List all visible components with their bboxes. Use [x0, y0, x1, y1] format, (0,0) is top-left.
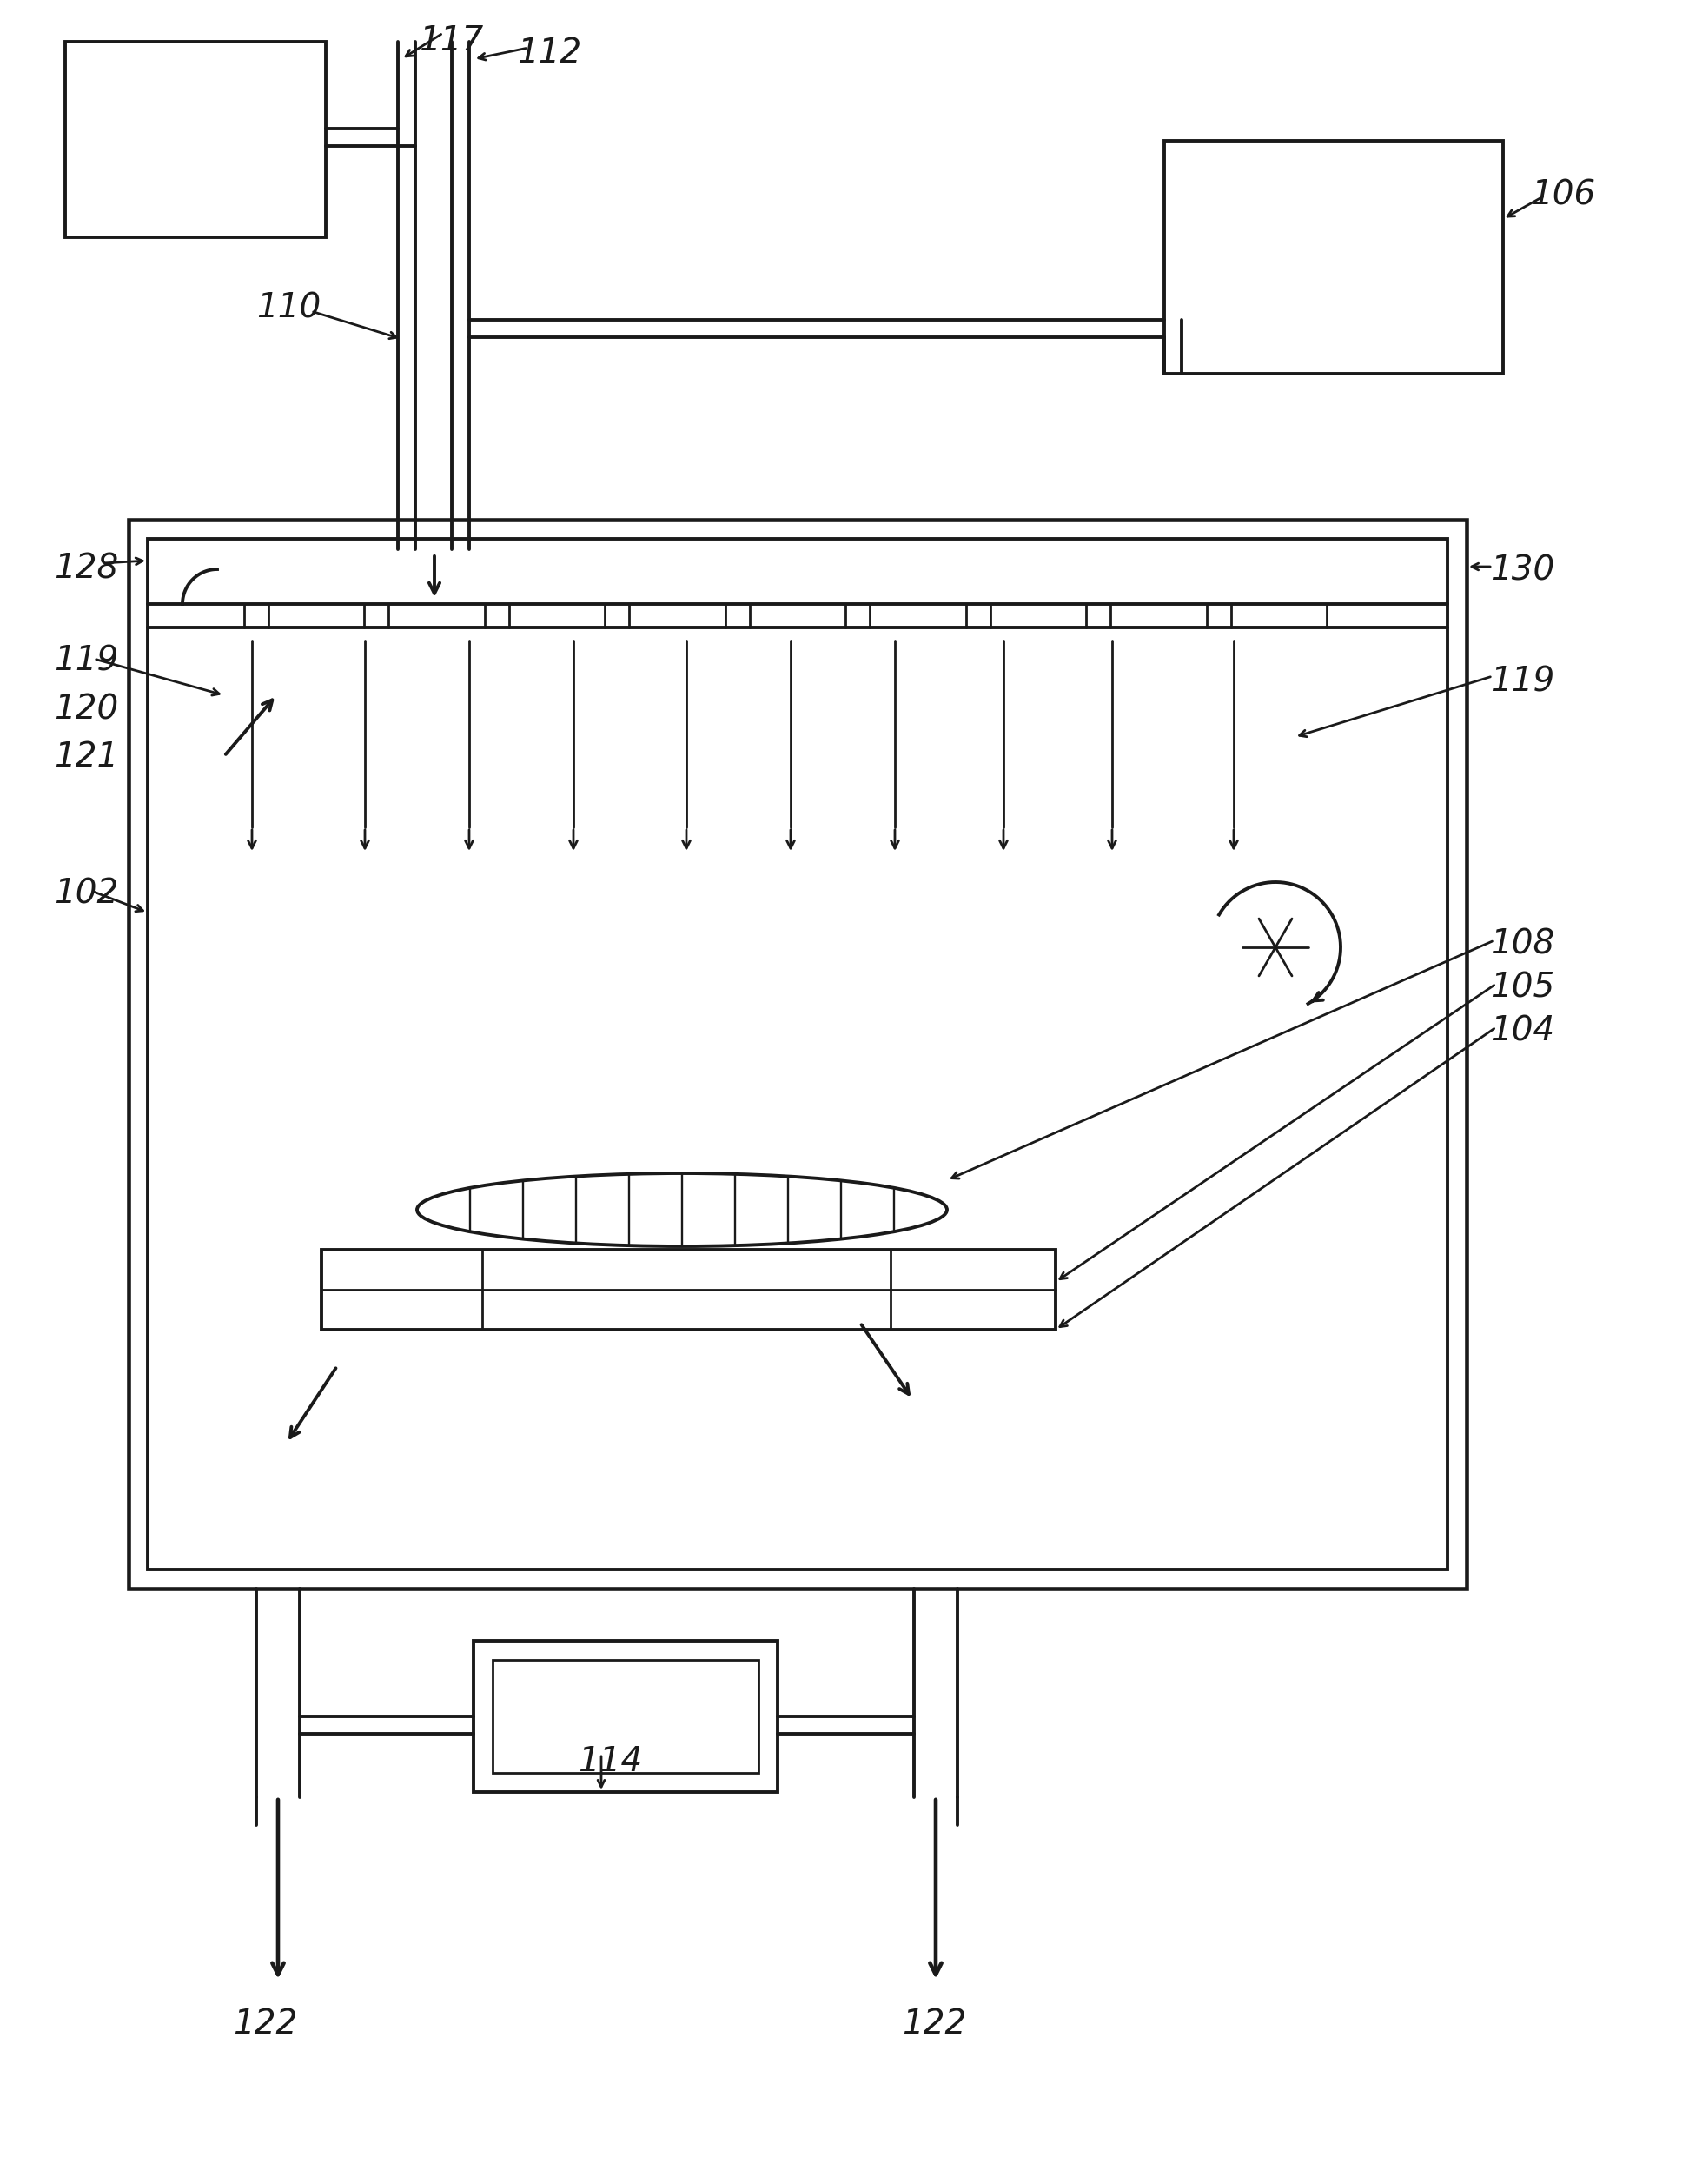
Bar [493, 1660, 758, 1773]
Text: 108: 108 [1490, 928, 1554, 961]
Text: 117: 117 [419, 24, 483, 57]
Bar [66, 41, 326, 238]
Bar [128, 520, 1466, 1588]
Text: 106: 106 [1530, 179, 1596, 212]
Text: 110: 110 [257, 290, 321, 323]
Bar [147, 539, 1447, 1570]
Text: 119: 119 [54, 644, 118, 677]
Text: 119: 119 [1490, 664, 1554, 699]
Text: 128: 128 [54, 553, 118, 585]
Text: 104: 104 [1490, 1016, 1554, 1048]
Text: 114: 114 [578, 1745, 642, 1778]
Text: 112: 112 [517, 37, 581, 70]
Bar [473, 1640, 777, 1793]
Text: 122: 122 [233, 2007, 297, 2040]
Text: 122: 122 [902, 2007, 966, 2040]
Text: 120: 120 [54, 695, 118, 727]
Text: 130: 130 [1490, 555, 1554, 587]
Text: 102: 102 [54, 878, 118, 911]
Text: 105: 105 [1490, 972, 1554, 1005]
Bar [321, 1249, 1056, 1330]
Text: 121: 121 [54, 740, 118, 773]
Ellipse shape [417, 1173, 948, 1247]
Bar [1164, 140, 1503, 373]
